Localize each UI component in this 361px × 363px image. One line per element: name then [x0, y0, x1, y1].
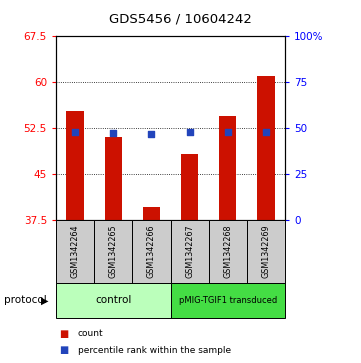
Text: ▶: ▶: [41, 295, 48, 305]
Bar: [219, 116, 236, 220]
Text: protocol: protocol: [4, 295, 46, 305]
Point: [263, 129, 269, 135]
Bar: [105, 137, 122, 220]
Point: [187, 129, 192, 135]
Text: pMIG-TGIF1 transduced: pMIG-TGIF1 transduced: [179, 296, 277, 305]
Text: GSM1342266: GSM1342266: [147, 225, 156, 278]
Text: count: count: [78, 330, 103, 338]
Bar: [143, 207, 160, 220]
Point: [149, 131, 155, 137]
Text: percentile rank within the sample: percentile rank within the sample: [78, 346, 231, 355]
Text: ■: ■: [60, 345, 69, 355]
Point: [225, 129, 231, 135]
Text: GSM1342268: GSM1342268: [223, 225, 232, 278]
Text: GSM1342269: GSM1342269: [262, 225, 271, 278]
Text: control: control: [95, 295, 131, 305]
Bar: [66, 111, 84, 220]
Point: [110, 130, 116, 135]
Bar: [181, 154, 198, 220]
Text: ■: ■: [60, 329, 69, 339]
Text: GSM1342267: GSM1342267: [185, 225, 194, 278]
Text: GSM1342264: GSM1342264: [70, 225, 79, 278]
Bar: [257, 76, 275, 220]
Text: GSM1342265: GSM1342265: [109, 225, 118, 278]
Text: GDS5456 / 10604242: GDS5456 / 10604242: [109, 13, 252, 26]
Point: [72, 129, 78, 135]
